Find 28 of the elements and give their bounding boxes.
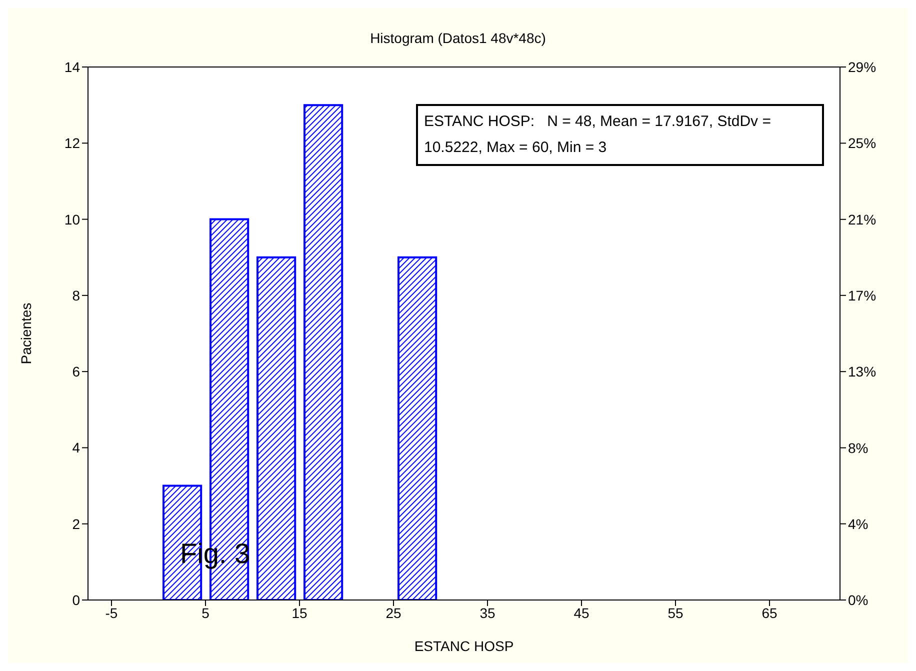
y-tick-label: 14 [64, 58, 80, 75]
y2-tick-label: 4% [848, 516, 868, 532]
x-tick-label: 5 [202, 604, 210, 621]
x-tick-label: 15 [292, 604, 308, 621]
y-tick-label: 12 [64, 135, 80, 152]
y-tick-label: 10 [64, 211, 80, 228]
y2-tick-label: 0% [848, 592, 868, 608]
y-tick-label: 0 [72, 592, 80, 608]
x-tick-label: -5 [105, 604, 118, 621]
x-tick-label: 25 [386, 604, 402, 621]
y-tick-label: 4 [72, 440, 80, 456]
y2-tick-label: 13% [848, 364, 876, 380]
x-axis-title: ESTANC HOSP [414, 638, 514, 654]
y2-tick-label: 8% [848, 440, 868, 456]
y2-tick-label: 29% [848, 58, 876, 75]
y-axis-title: Pacientes [18, 302, 34, 364]
x-tick-label: 35 [480, 604, 496, 621]
chart-title: Histogram (Datos1 48v*48c) [369, 30, 547, 46]
x-tick-label: 45 [574, 604, 590, 621]
x-tick-label: 55 [668, 604, 684, 621]
y-tick-label: 2 [72, 516, 80, 532]
note-box: ESTANC HOSP: N = 48, Mean = 17.9167, StdDv = 10.5222, Max = 60, Min = 3 [416, 104, 824, 166]
y-tick-label: 6 [72, 364, 80, 380]
y2-tick-label: 25% [848, 135, 876, 152]
y2-tick-label: 21% [848, 211, 876, 228]
y-tick-label: 8 [72, 287, 80, 304]
x-tick-label: 65 [762, 604, 778, 621]
y2-tick-label: 17% [848, 287, 876, 304]
